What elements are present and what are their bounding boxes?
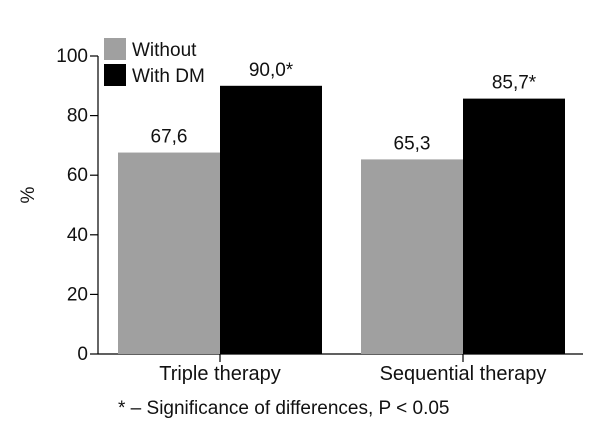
y-tick-label: 80 <box>67 106 88 127</box>
data-label: 85,7* <box>492 73 537 94</box>
y-tick-label: 20 <box>67 284 88 305</box>
y-tick-label: 100 <box>56 46 88 67</box>
bar-chart: 0 20 40 60 80 100% Triple therapy Sequential th… <box>18 38 583 385</box>
data-label: 90,0* <box>249 60 294 81</box>
y-axis-label: % <box>18 186 39 203</box>
bar-without <box>361 159 463 354</box>
legend-label: With DM <box>132 66 205 87</box>
y-tick-label: 0 <box>77 344 88 365</box>
bar-with-dm <box>463 98 565 354</box>
footnote: * – Significance of differences, P < 0.0… <box>118 398 450 419</box>
y-tick-label: 60 <box>67 165 88 186</box>
legend: Without With DM <box>104 38 205 87</box>
data-label: 65,3 <box>394 133 431 154</box>
legend-label: Without <box>132 40 197 61</box>
x-category-label: Triple therapy <box>159 363 281 385</box>
bar-without <box>118 152 220 354</box>
bar-with-dm <box>220 85 322 355</box>
data-label: 67,6 <box>151 127 188 148</box>
y-tick-label: 40 <box>67 225 88 246</box>
x-category-label: Sequential therapy <box>380 363 547 385</box>
axes: 0 20 40 60 80 100% Triple therapy Sequential th… <box>18 46 583 385</box>
legend-swatch <box>104 64 126 86</box>
bars: 67,6 90,0* 65,3 85,7* <box>118 60 565 355</box>
legend-swatch <box>104 38 126 60</box>
